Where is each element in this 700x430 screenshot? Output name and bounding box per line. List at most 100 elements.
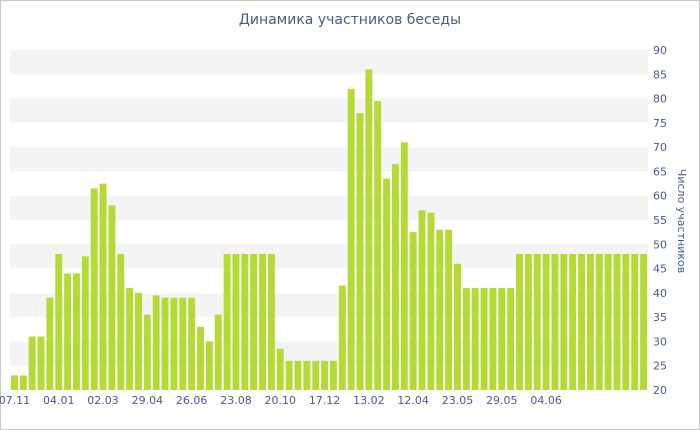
- grid-band: [10, 195, 648, 220]
- y-axis-ticks: 20 25 30 35 40 45 50 55 60 65 70 75 80 85 90: [653, 44, 667, 397]
- bar[interactable]: [480, 288, 488, 390]
- bar[interactable]: [356, 113, 364, 390]
- x-tick-label: 20.10: [265, 394, 297, 407]
- bar[interactable]: [99, 183, 107, 390]
- bar[interactable]: [46, 297, 54, 390]
- bar[interactable]: [347, 88, 355, 391]
- bar[interactable]: [303, 360, 311, 390]
- grid-band: [10, 341, 648, 366]
- grid-bands: [10, 50, 648, 366]
- y-tick-label: 20: [653, 384, 667, 397]
- bar[interactable]: [10, 375, 18, 390]
- grid-band: [10, 292, 648, 318]
- bar[interactable]: [454, 263, 461, 390]
- bar[interactable]: [533, 254, 541, 390]
- bar[interactable]: [383, 178, 391, 390]
- bar[interactable]: [569, 254, 577, 390]
- bar[interactable]: [232, 254, 240, 390]
- bar[interactable]: [81, 256, 89, 390]
- bar[interactable]: [595, 254, 603, 390]
- y-tick-label: 45: [653, 263, 667, 276]
- bar[interactable]: [223, 254, 231, 390]
- bar[interactable]: [37, 336, 45, 390]
- bar[interactable]: [436, 229, 444, 390]
- x-tick-label: 04.06: [530, 394, 562, 407]
- grid-band: [10, 98, 648, 123]
- y-tick-label: 90: [653, 44, 667, 57]
- bar[interactable]: [329, 360, 337, 390]
- bar[interactable]: [498, 288, 506, 390]
- bar[interactable]: [418, 210, 426, 390]
- y-tick-label: 80: [653, 93, 667, 106]
- bar[interactable]: [250, 254, 258, 390]
- bar[interactable]: [631, 254, 639, 390]
- bar[interactable]: [259, 254, 266, 390]
- bar[interactable]: [276, 348, 284, 390]
- y-tick-label: 40: [653, 287, 667, 300]
- bar[interactable]: [622, 254, 630, 390]
- bar[interactable]: [507, 288, 515, 390]
- bar[interactable]: [604, 254, 612, 390]
- bar[interactable]: [516, 254, 523, 390]
- grid-band: [10, 244, 648, 269]
- bar[interactable]: [117, 254, 125, 390]
- bar[interactable]: [241, 254, 249, 390]
- bar[interactable]: [312, 360, 320, 390]
- bar[interactable]: [64, 273, 72, 390]
- bar[interactable]: [152, 295, 160, 390]
- bar[interactable]: [108, 205, 116, 390]
- bar[interactable]: [126, 288, 134, 390]
- bar[interactable]: [427, 212, 435, 390]
- bar[interactable]: [640, 254, 648, 390]
- bar[interactable]: [551, 254, 559, 390]
- chart-title: Динамика участников беседы: [238, 12, 462, 28]
- bar[interactable]: [338, 285, 346, 390]
- bar[interactable]: [524, 254, 532, 390]
- x-tick-label: 02.03: [87, 394, 119, 407]
- bar[interactable]: [179, 297, 187, 390]
- x-tick-label: 12.04: [397, 394, 429, 407]
- x-tick-label: 23.05: [442, 394, 474, 407]
- y-tick-label: 75: [653, 117, 667, 130]
- x-tick-label: 04.01: [43, 394, 75, 407]
- bar[interactable]: [55, 254, 63, 390]
- y-axis-label: Число участников: [675, 169, 688, 273]
- bar[interactable]: [471, 288, 479, 390]
- bar[interactable]: [90, 188, 98, 390]
- x-tick-label: 13.02: [353, 394, 385, 407]
- bar[interactable]: [28, 336, 36, 390]
- bar[interactable]: [489, 288, 497, 390]
- bar[interactable]: [161, 297, 169, 390]
- bar[interactable]: [542, 254, 550, 390]
- bar[interactable]: [392, 164, 399, 390]
- bar[interactable]: [188, 297, 196, 390]
- bar[interactable]: [578, 254, 585, 390]
- bar[interactable]: [409, 232, 417, 390]
- bar[interactable]: [205, 341, 213, 390]
- bar[interactable]: [285, 360, 293, 390]
- bar[interactable]: [143, 314, 151, 390]
- bar[interactable]: [170, 297, 178, 390]
- bar[interactable]: [267, 254, 275, 390]
- y-tick-label: 65: [653, 165, 667, 178]
- bar[interactable]: [586, 254, 594, 390]
- bar[interactable]: [197, 326, 204, 390]
- bar[interactable]: [73, 273, 80, 390]
- bar[interactable]: [365, 69, 373, 391]
- bar[interactable]: [445, 229, 453, 390]
- bar[interactable]: [560, 254, 568, 390]
- bar[interactable]: [462, 288, 470, 390]
- y-tick-label: 85: [653, 68, 667, 81]
- y-tick-label: 25: [653, 360, 667, 373]
- x-tick-label: 17.12: [309, 394, 341, 407]
- bar[interactable]: [214, 314, 222, 390]
- y-tick-label: 60: [653, 190, 667, 203]
- bar[interactable]: [613, 254, 621, 390]
- bar[interactable]: [294, 360, 302, 390]
- bar[interactable]: [400, 142, 408, 390]
- bar[interactable]: [135, 292, 142, 390]
- bar[interactable]: [321, 360, 329, 390]
- bar[interactable]: [19, 375, 27, 390]
- bar[interactable]: [374, 101, 382, 390]
